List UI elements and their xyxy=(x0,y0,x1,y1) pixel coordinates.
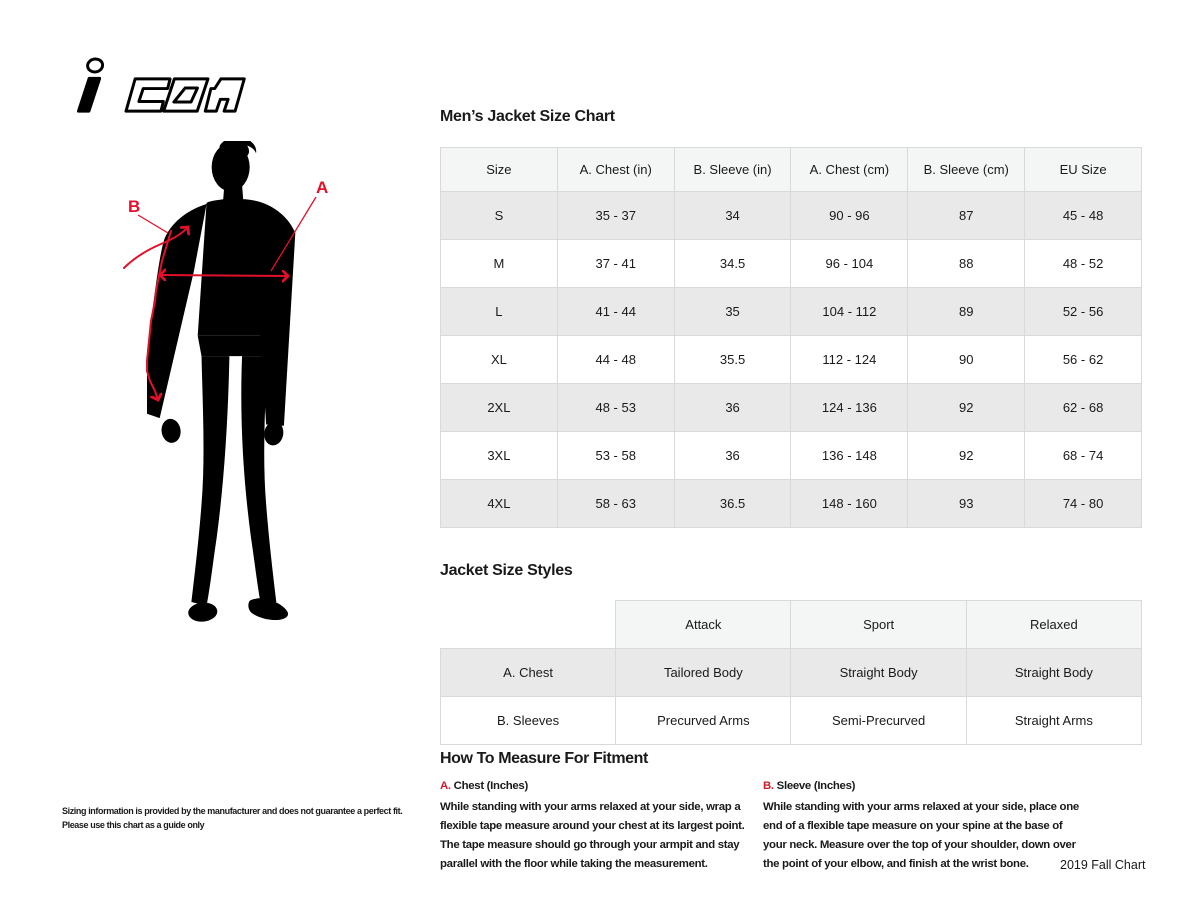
svg-text:B: B xyxy=(128,197,140,216)
